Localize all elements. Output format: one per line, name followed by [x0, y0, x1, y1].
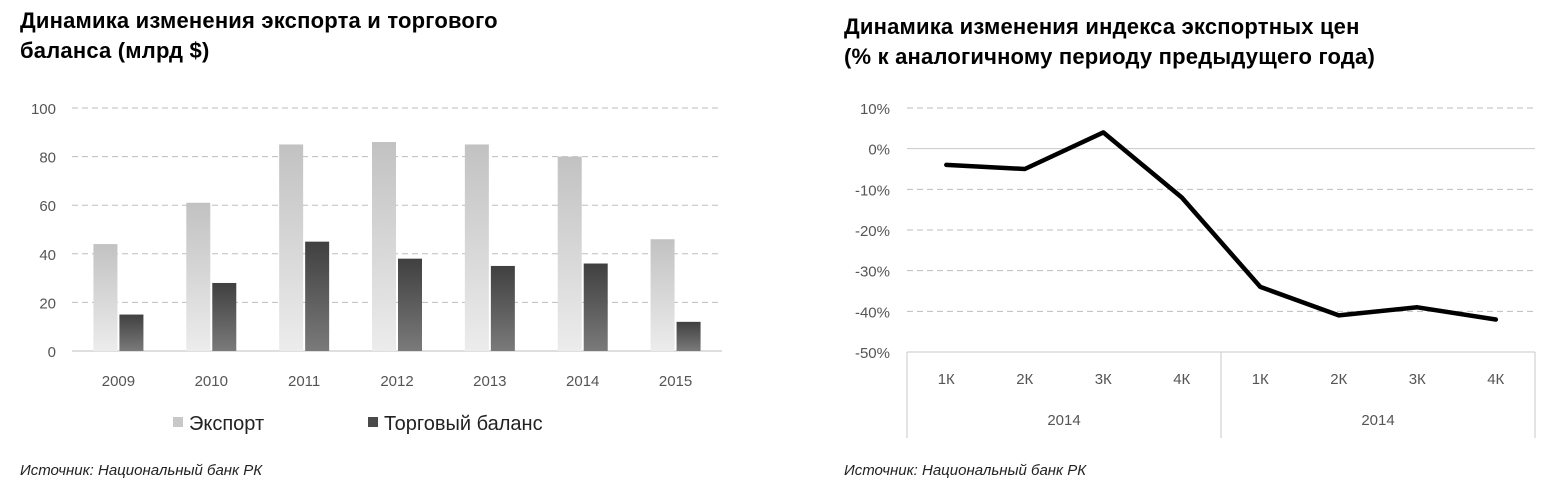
- export-bar: [186, 202, 211, 351]
- x-tick-label: 2014: [566, 373, 599, 390]
- price-index-chart-source: Источник: Национальный банк РК: [844, 462, 1087, 479]
- legend-label: Торговый баланс: [384, 413, 543, 435]
- y-tick-label: -10%: [855, 182, 890, 199]
- export-chart-panel: Динамика изменения экспорта и торгового …: [0, 0, 760, 486]
- x-group-label: 2014: [1047, 412, 1080, 429]
- export-bar: [279, 144, 304, 351]
- x-tick-label: 2К: [1330, 371, 1347, 388]
- x-tick-label: 2015: [659, 373, 692, 390]
- y-tick-label: -50%: [855, 345, 890, 362]
- price-index-line-chart: 10% 0% -10% -20% -30% -40% -50% 1К 2К 3К 4К 1К 2К 3К 4…: [855, 101, 1536, 438]
- x-tick-label: 2012: [380, 373, 413, 390]
- y-tick-label: 60: [39, 198, 56, 215]
- y-tick-label: 40: [39, 247, 56, 264]
- price-index-chart-title-line-1: Динамика изменения индекса экспортных це…: [844, 14, 1360, 39]
- export-bar: [557, 156, 582, 351]
- price-index-chart-title: Динамика изменения индекса экспортных це…: [844, 12, 1375, 72]
- x-tick-label: 1К: [938, 371, 955, 388]
- x-tick-label: 2011: [288, 373, 320, 390]
- x-tick-label: 4К: [1487, 371, 1504, 388]
- x-tick-label: 4К: [1173, 371, 1190, 388]
- price-index-data-point: [1259, 286, 1261, 288]
- x-tick-label: 2К: [1016, 371, 1033, 388]
- y-tick-label: 0: [48, 344, 56, 361]
- trade-balance-bar: [119, 314, 144, 351]
- price-index-data-point: [1024, 168, 1026, 170]
- price-index-data-point: [1102, 131, 1104, 133]
- legend-label: Экспорт: [189, 413, 264, 435]
- y-tick-label: 80: [39, 150, 56, 167]
- y-tick-label: 0%: [868, 142, 890, 159]
- price-index-data-point: [1416, 306, 1418, 308]
- export-bar: [650, 239, 675, 351]
- trade-balance-bar: [305, 241, 330, 351]
- legend-swatch: [173, 417, 183, 427]
- price-index-data-point: [1495, 318, 1497, 320]
- price-index-data-point: [1338, 314, 1340, 316]
- y-tick-label: 20: [39, 295, 56, 312]
- x-tick-label: 2009: [102, 373, 135, 390]
- price-index-data-point: [1181, 196, 1183, 198]
- x-tick-label: 1К: [1252, 371, 1269, 388]
- price-index-data-point: [945, 164, 947, 166]
- price-index-chart-title-line-2: (% к аналогичному периоду предыдущего го…: [844, 44, 1376, 69]
- legend-swatch: [368, 417, 378, 427]
- y-tick-label: 100: [31, 101, 56, 118]
- x-tick-label: 2010: [195, 373, 228, 390]
- y-tick-label: -40%: [855, 304, 890, 321]
- price-index-series-line: [944, 130, 1499, 322]
- export-bar: [372, 142, 396, 351]
- x-tick-label: 3К: [1409, 371, 1426, 388]
- price-index-chart-panel: Динамика изменения индекса экспортных це…: [840, 0, 1552, 486]
- y-tick-label: -30%: [855, 264, 890, 281]
- trade-balance-bar: [398, 258, 422, 351]
- x-group-label: 2014: [1361, 412, 1394, 429]
- export-chart-source: Источник: Национальный банк РК: [20, 462, 263, 479]
- export-bar-chart: 0 20 40 60 80 100 2009 2010 2011 2012 2013 2014 2015…: [31, 101, 722, 435]
- y-tick-label: 10%: [860, 101, 890, 118]
- trade-balance-bar: [583, 263, 608, 351]
- trade-balance-bar: [490, 265, 515, 351]
- export-chart-title-line-1: Динамика изменения экспорта и торгового: [20, 8, 498, 33]
- x-tick-label: 3К: [1095, 371, 1112, 388]
- export-chart-title-line-2: баланса (млрд $): [20, 38, 210, 63]
- export-chart-title: Динамика изменения экспорта и торгового …: [20, 6, 498, 66]
- x-tick-label: 2013: [473, 373, 506, 390]
- trade-balance-bar: [676, 321, 701, 351]
- export-bar: [464, 144, 489, 351]
- y-tick-label: -20%: [855, 223, 890, 240]
- trade-balance-bar: [212, 282, 237, 351]
- export-bar: [93, 244, 118, 351]
